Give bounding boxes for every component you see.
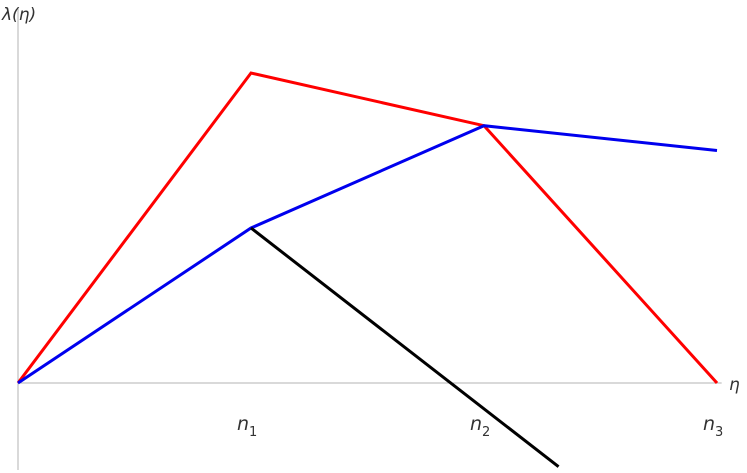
x-tick-label-3: n3 bbox=[703, 413, 723, 440]
x-axis-label: η bbox=[729, 375, 740, 395]
x-tick-label-2: n2 bbox=[470, 413, 490, 440]
y-axis-label: λ(η) bbox=[1, 5, 36, 25]
series-line-2 bbox=[17, 124, 718, 385]
x-tick-labels: n1 n2 n3 bbox=[237, 413, 723, 440]
series-line-3 bbox=[250, 226, 560, 468]
series-line-1 bbox=[16, 71, 719, 385]
x-tick-label-1: n1 bbox=[237, 413, 257, 440]
series-layer bbox=[16, 71, 719, 468]
